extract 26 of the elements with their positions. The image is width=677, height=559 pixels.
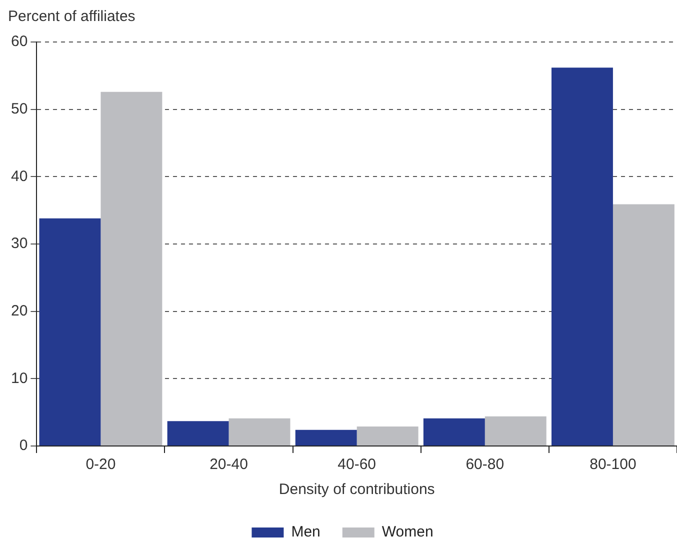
y-tick-label: 30	[10, 235, 28, 252]
x-tick-label: 20-40	[210, 456, 248, 474]
x-tick-label: 40-60	[338, 456, 376, 474]
y-tick-label: 40	[10, 168, 28, 185]
x-tick-label: 60-80	[466, 456, 504, 474]
bar	[552, 68, 613, 446]
y-tick-label: 10	[10, 370, 28, 387]
y-axis-title: Percent of affiliates	[8, 8, 136, 27]
bar	[423, 418, 485, 446]
x-tick-label: 0-20	[86, 456, 116, 474]
legend-label: Men	[291, 524, 320, 541]
bar	[167, 421, 229, 446]
y-tick-label: 0	[19, 437, 28, 454]
bar	[356, 426, 418, 446]
x-tick-label: 80-100	[590, 456, 636, 474]
bar	[100, 92, 162, 446]
bar	[228, 418, 290, 446]
y-tick-label: 60	[10, 33, 28, 50]
bar	[39, 218, 101, 446]
y-tick-label: 20	[10, 302, 28, 320]
bar	[295, 430, 357, 446]
legend-label: Women	[382, 524, 434, 541]
bar	[484, 416, 546, 446]
y-tick-label: 50	[10, 100, 28, 118]
x-axis-title: Density of contributions	[278, 481, 435, 498]
bar	[612, 204, 674, 446]
